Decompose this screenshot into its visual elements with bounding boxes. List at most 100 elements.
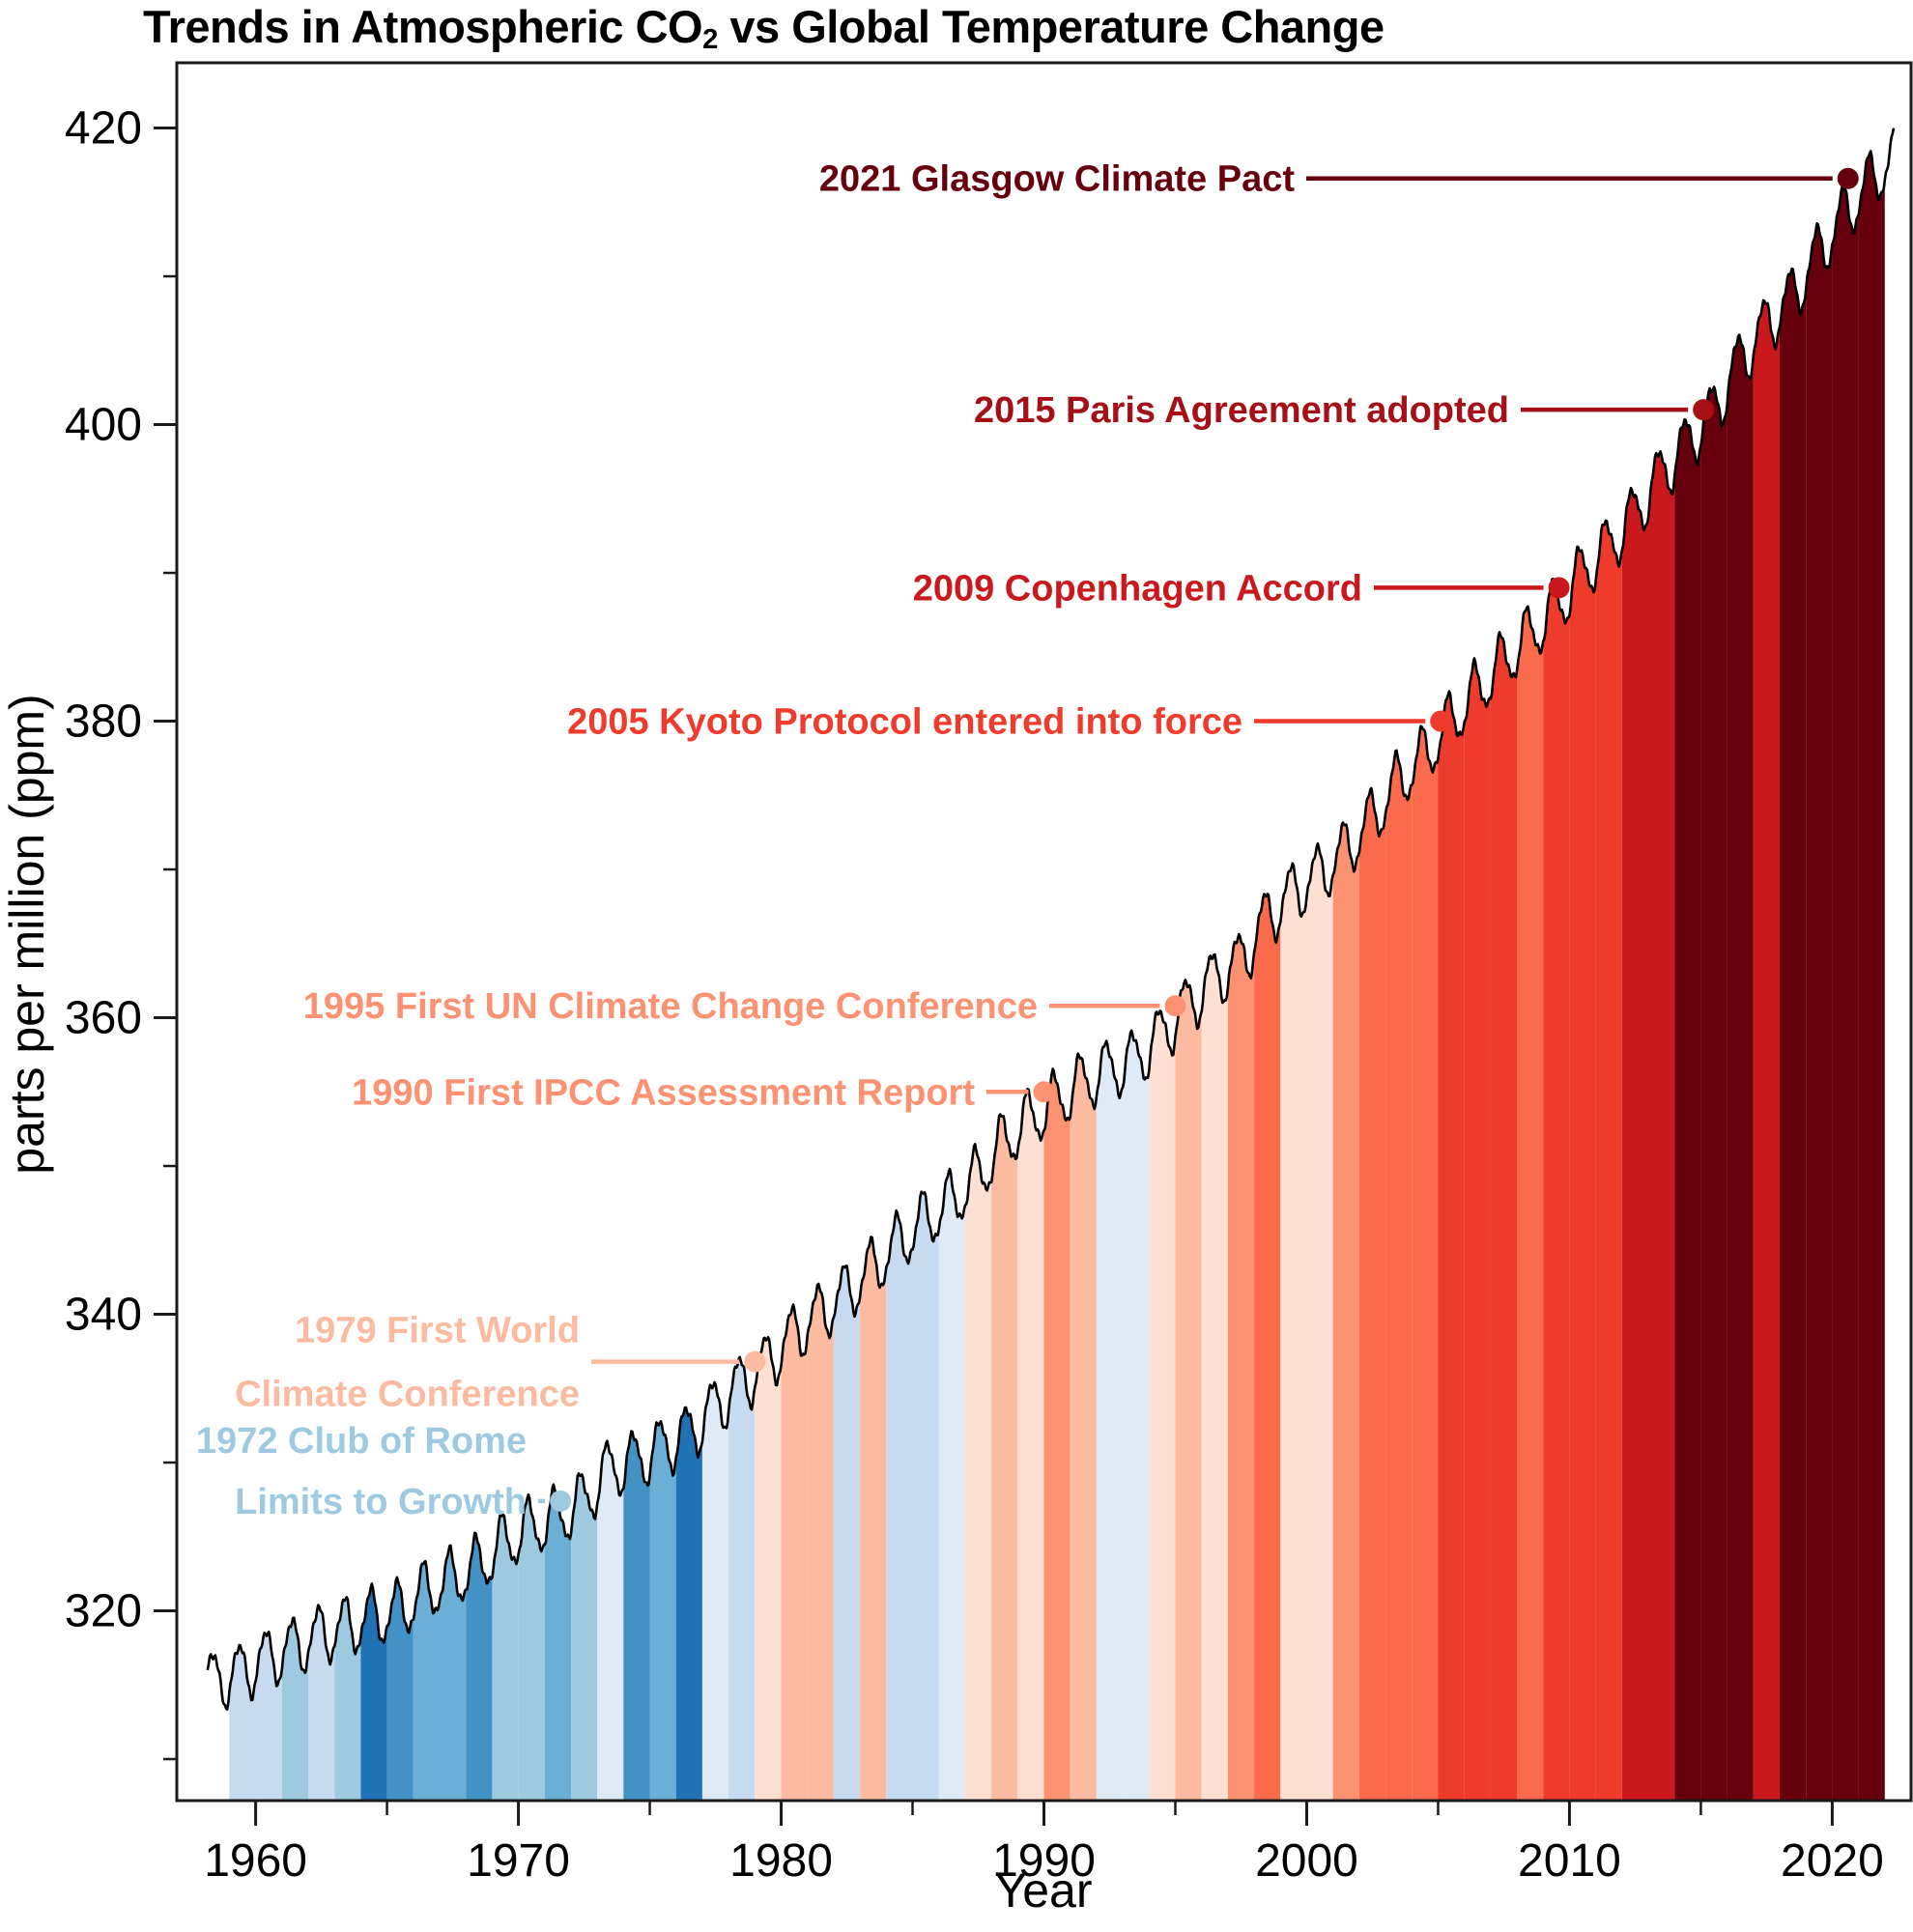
x-tick-label-2000: 2000 <box>1255 1835 1358 1887</box>
event-dot-1972 <box>550 1490 572 1512</box>
y-tick-label-400: 400 <box>65 400 142 451</box>
annotation-1972: 1972 Club of Rome Limits to Growth <box>196 1421 572 1522</box>
y-tick-label-340: 340 <box>65 1290 142 1341</box>
annotation-text-1979-line2: Climate Conference <box>235 1375 580 1415</box>
chart-title-suffix: vs Global Temperature Change <box>717 1 1385 52</box>
stripe-year-1981 <box>807 128 834 1801</box>
stripe-year-1959 <box>229 128 256 1801</box>
annotation-text-1990-line1: 1990 First IPCC Assessment Report <box>352 1072 975 1113</box>
stripe-year-1994 <box>1149 128 1176 1801</box>
stripe-year-1993 <box>1123 128 1150 1801</box>
stripe-year-2014 <box>1674 128 1701 1801</box>
annotation-2009: 2009 Copenhagen Accord <box>913 568 1570 609</box>
annotation-1995: 1995 First UN Climate Change Conference <box>303 986 1186 1027</box>
annotation-1990: 1990 First IPCC Assessment Report <box>352 1072 1055 1113</box>
annotation-text-2021-line1: 2021 Glasgow Climate Pact <box>819 159 1295 200</box>
stripe-year-2020 <box>1832 128 1859 1801</box>
stripe-year-2006 <box>1464 128 1491 1801</box>
event-dot-2009 <box>1548 577 1570 599</box>
x-tick-label-2020: 2020 <box>1781 1835 1884 1887</box>
stripe-year-1982 <box>833 128 861 1801</box>
stripe-year-1997 <box>1227 128 1255 1801</box>
stripe-year-1976 <box>675 128 702 1801</box>
stripe-year-1967 <box>440 128 467 1801</box>
stripe-year-1988 <box>991 128 1018 1801</box>
stripe-year-1963 <box>334 128 361 1801</box>
stripe-year-1979 <box>755 128 782 1801</box>
y-tick-label-360: 360 <box>65 993 142 1044</box>
stripe-year-1978 <box>728 128 756 1801</box>
event-dot-2015 <box>1693 399 1715 421</box>
stripe-year-2021 <box>1858 128 1885 1801</box>
stripe-year-1977 <box>701 128 729 1801</box>
stripe-year-2003 <box>1385 128 1413 1801</box>
stripe-year-1973 <box>597 128 624 1801</box>
stripe-year-1995 <box>1175 128 1202 1801</box>
y-tick-label-320: 320 <box>65 1586 142 1637</box>
stripe-year-2011 <box>1595 128 1622 1801</box>
event-dot-2021 <box>1837 167 1859 189</box>
stripe-year-1964 <box>360 128 387 1801</box>
stripe-year-2013 <box>1648 128 1675 1801</box>
annotation-1979: 1979 First World Climate Conference <box>235 1311 766 1415</box>
annotation-text-1972-line1: 1972 Club of Rome <box>196 1421 527 1462</box>
co2-curve <box>206 128 1896 1711</box>
event-dot-1995 <box>1164 995 1186 1017</box>
stripe-year-2000 <box>1306 128 1333 1801</box>
event-dot-1990 <box>1033 1081 1055 1103</box>
stripe-year-1960 <box>255 128 282 1801</box>
stripe-year-2010 <box>1569 128 1596 1801</box>
stripe-year-2016 <box>1727 128 1754 1801</box>
stripe-year-2008 <box>1517 128 1544 1801</box>
stripe-year-1989 <box>1017 128 1044 1801</box>
annotation-text-2005-line1: 2005 Kyoto Protocol entered into force <box>567 702 1242 743</box>
stripe-year-2007 <box>1490 128 1517 1801</box>
chart-title-subscript: 2 <box>702 24 718 56</box>
stripe-year-1987 <box>964 128 992 1801</box>
stripe-year-2001 <box>1332 128 1359 1801</box>
stripe-year-1983 <box>860 128 887 1801</box>
stripe-year-1986 <box>938 128 965 1801</box>
stripe-year-2018 <box>1780 128 1807 1801</box>
y-tick-label-380: 380 <box>65 696 142 748</box>
annotation-2005: 2005 Kyoto Protocol entered into force <box>567 702 1452 743</box>
annotation-text-2009-line1: 2009 Copenhagen Accord <box>913 568 1362 609</box>
y-tick-label-420: 420 <box>65 103 142 155</box>
stripe-year-1962 <box>308 128 335 1801</box>
x-tick-label-1970: 1970 <box>467 1835 570 1887</box>
chart-title-prefix: Trends in Atmospheric CO <box>143 1 703 52</box>
x-tick-label-1980: 1980 <box>729 1835 833 1887</box>
chart-title: Trends in Atmospheric CO2 vs Global Temp… <box>143 0 1385 56</box>
stripe-year-1975 <box>649 128 676 1801</box>
annotation-text-1995-line1: 1995 First UN Climate Change Conference <box>303 986 1038 1027</box>
x-tick-label-2010: 2010 <box>1518 1835 1621 1887</box>
x-tick-label-1960: 1960 <box>204 1835 307 1887</box>
stripe-year-1966 <box>413 128 440 1801</box>
stripe-year-1961 <box>281 128 308 1801</box>
stripe-year-1980 <box>781 128 808 1801</box>
stripe-year-2009 <box>1543 128 1570 1801</box>
x-axis-title: Year <box>994 1863 1093 1918</box>
stripe-year-2017 <box>1753 128 1780 1801</box>
annotation-text-1979-line1: 1979 First World <box>295 1311 580 1351</box>
stripe-year-1965 <box>386 128 414 1801</box>
x-tick-label-1990: 1990 <box>992 1835 1096 1887</box>
stripe-year-2002 <box>1358 128 1386 1801</box>
stripe-year-1992 <box>1096 128 1124 1801</box>
stripe-year-1971 <box>544 128 571 1801</box>
stripe-year-1990 <box>1043 128 1071 1801</box>
annotation-2015: 2015 Paris Agreement adopted <box>974 390 1715 431</box>
stripe-year-1985 <box>912 128 939 1801</box>
stripe-year-1974 <box>623 128 650 1801</box>
event-dot-1979 <box>744 1350 766 1373</box>
annotation-2021: 2021 Glasgow Climate Pact <box>819 159 1859 200</box>
stripe-year-2012 <box>1621 128 1648 1801</box>
y-axis-title: parts per million (ppm) <box>0 694 54 1175</box>
stripe-year-1984 <box>886 128 913 1801</box>
stripe-year-1991 <box>1070 128 1097 1801</box>
stripe-year-2004 <box>1412 128 1439 1801</box>
stripe-year-2019 <box>1806 128 1833 1801</box>
event-dot-2005 <box>1430 710 1452 732</box>
